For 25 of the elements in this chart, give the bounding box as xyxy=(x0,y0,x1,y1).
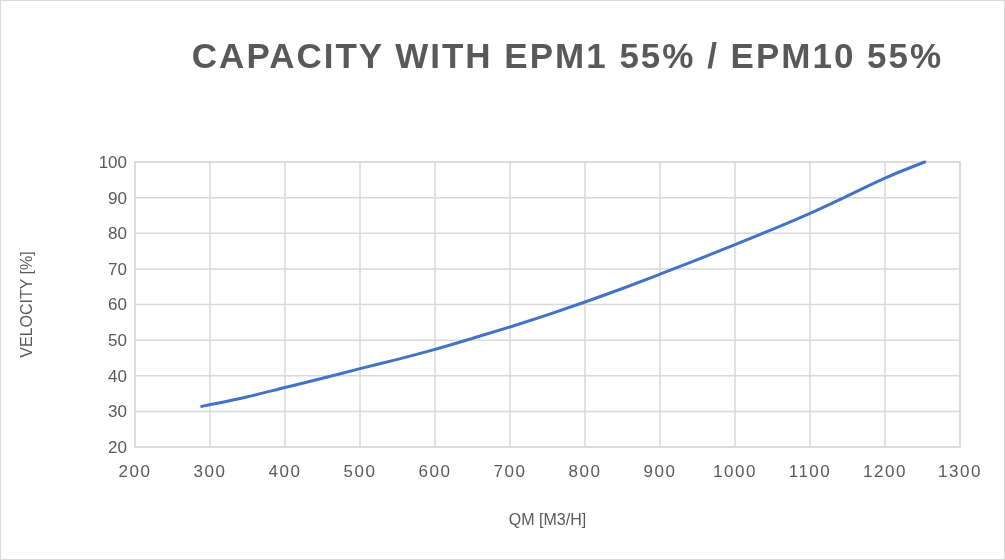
y-tick-label: 50 xyxy=(108,331,127,351)
y-tick-label: 30 xyxy=(108,402,127,422)
y-tick-label: 100 xyxy=(98,152,127,172)
line-series xyxy=(200,160,927,408)
x-tick-label: 400 xyxy=(268,462,302,481)
x-tick-label: 300 xyxy=(193,462,227,481)
x-tick-label: 900 xyxy=(643,462,677,481)
x-tick-label: 700 xyxy=(493,462,527,481)
x-tick-label: 500 xyxy=(343,462,377,481)
y-tick-label: 20 xyxy=(108,437,127,457)
x-tick-label: 200 xyxy=(118,462,152,481)
y-tick-label: 80 xyxy=(108,224,127,244)
x-tick-label: 1200 xyxy=(863,462,907,481)
chart-title: CAPACITY WITH EPM1 55% / EPM10 55% xyxy=(191,36,944,75)
x-tick-label: 1100 xyxy=(788,462,832,481)
x-tick-label: 800 xyxy=(568,462,602,481)
x-axis-title: QM [M3/H] xyxy=(508,511,587,528)
x-tick-label: 1000 xyxy=(713,462,757,481)
x-tick-label: 1300 xyxy=(938,462,982,481)
y-tick-label: 90 xyxy=(108,188,127,208)
y-axis-title: VELOCITY [%] xyxy=(18,251,35,358)
y-tick-label: 60 xyxy=(108,295,127,315)
y-tick-label: 70 xyxy=(108,259,127,279)
x-tick-label: 600 xyxy=(418,462,452,481)
y-tick-label: 40 xyxy=(108,366,127,386)
